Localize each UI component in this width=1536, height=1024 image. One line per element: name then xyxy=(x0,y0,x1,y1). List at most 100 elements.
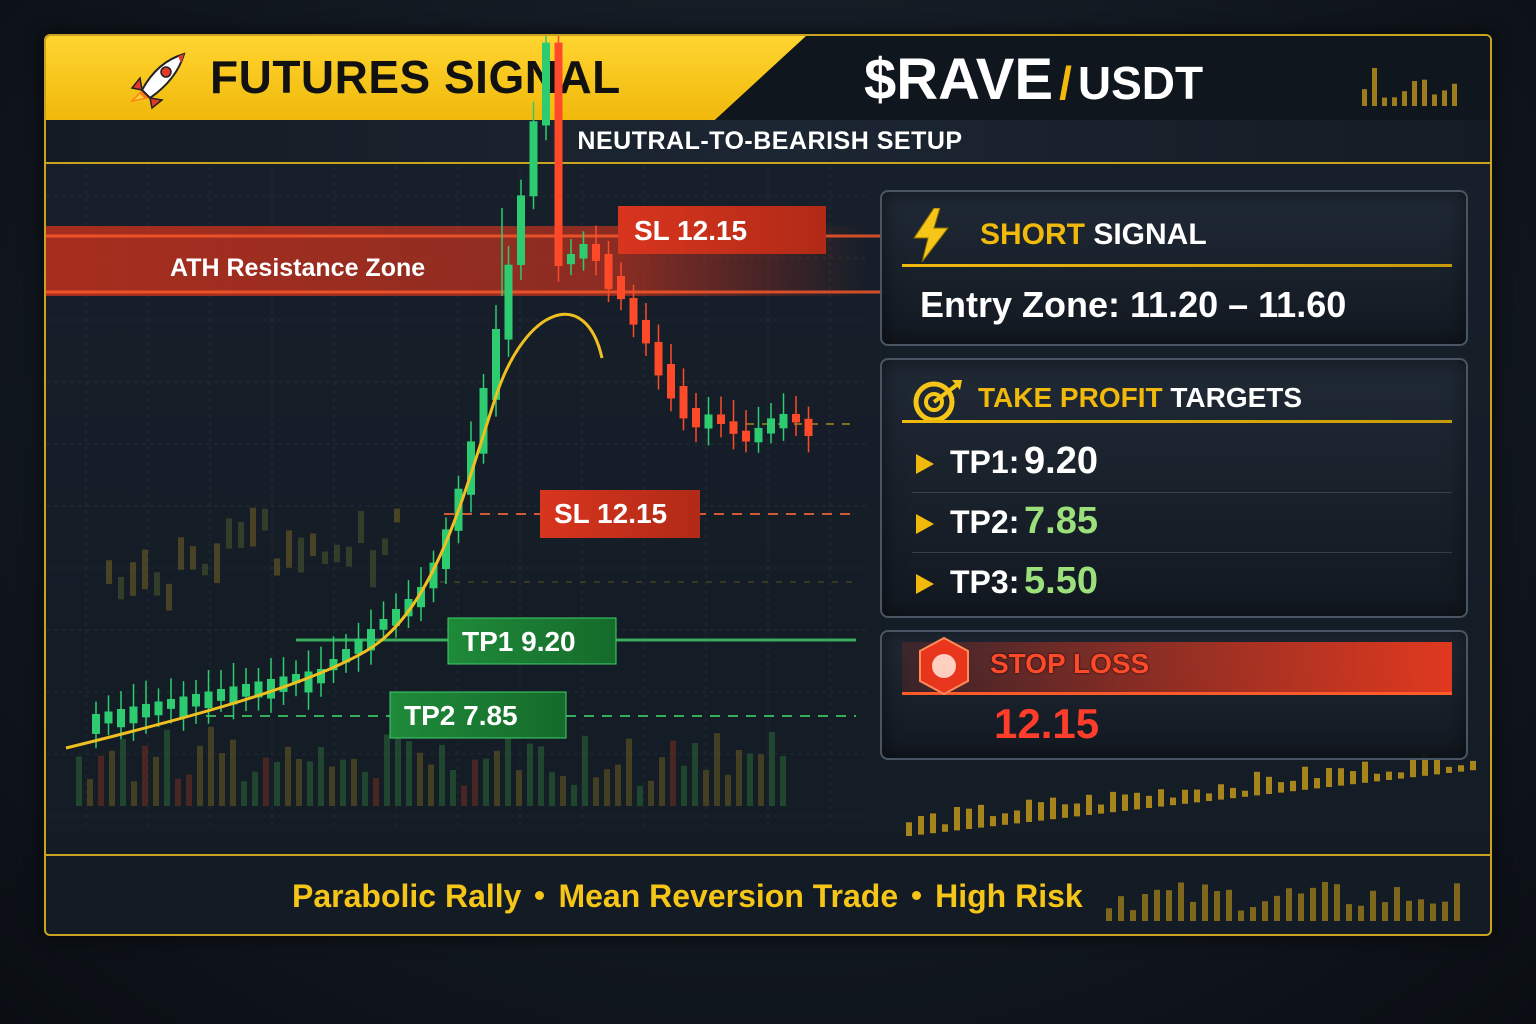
candle-body xyxy=(592,244,600,261)
tp1-target-label: TP1: xyxy=(950,444,1020,480)
candle-body xyxy=(367,629,375,651)
bg-candle xyxy=(1206,793,1212,801)
candle-body xyxy=(642,320,650,344)
bg-candle xyxy=(1442,901,1448,921)
bg-candle xyxy=(1242,790,1248,797)
volume-bar xyxy=(780,756,786,806)
bg-candle xyxy=(1386,771,1392,780)
bg-candle xyxy=(1412,81,1417,106)
volume-bar xyxy=(263,757,269,806)
volume-bar xyxy=(681,765,687,806)
bg-candle xyxy=(1458,765,1464,772)
setup-bar: NEUTRAL-TO-BEARISH SETUP xyxy=(46,120,1490,164)
volume-bar xyxy=(164,729,170,806)
bg-candle xyxy=(1278,782,1284,793)
candle-body xyxy=(479,388,488,454)
volume-bar xyxy=(593,777,599,806)
bg-candle xyxy=(394,508,400,523)
candle-body xyxy=(442,529,450,570)
lightning-icon xyxy=(913,208,950,262)
bg-candle xyxy=(1002,813,1008,825)
volume-bar xyxy=(582,736,588,806)
bg-candle xyxy=(1122,794,1128,811)
bg-candle xyxy=(1302,766,1308,790)
volume-bar xyxy=(252,771,258,806)
volume-bar xyxy=(395,730,401,806)
candle-body xyxy=(779,414,788,429)
bg-candle xyxy=(1062,804,1068,818)
volume-bar xyxy=(516,770,522,806)
arrow-right-icon xyxy=(916,514,934,534)
volume-bar xyxy=(208,726,214,806)
candle-body xyxy=(767,418,775,434)
bg-candle xyxy=(1410,757,1416,778)
bg-candle xyxy=(1158,789,1164,807)
bg-candle xyxy=(1446,766,1452,773)
bg-candle xyxy=(1452,83,1457,106)
bg-candle xyxy=(1326,767,1332,787)
bg-candle xyxy=(1442,90,1447,106)
bg-candle xyxy=(142,549,148,590)
candle-body xyxy=(492,329,500,400)
bg-candle xyxy=(1432,94,1437,106)
volume-bar xyxy=(120,739,126,806)
candle-body xyxy=(142,704,150,718)
bg-candle xyxy=(1250,907,1256,921)
bg-candle xyxy=(1434,756,1440,775)
bg-candle xyxy=(118,576,124,600)
tp2-target-value: 7.85 xyxy=(1024,500,1098,542)
tp3-target-value: 5.50 xyxy=(1024,560,1098,602)
arrow-right-icon xyxy=(916,454,934,474)
bg-candle xyxy=(1394,887,1400,921)
tp2-tag xyxy=(389,691,567,739)
volume-bar xyxy=(692,742,698,806)
bg-candle xyxy=(1372,68,1377,106)
right-background-candles xyxy=(906,68,1476,921)
candle-body xyxy=(704,414,713,429)
volume-bar xyxy=(505,738,511,806)
candle-body xyxy=(279,676,288,692)
bg-candle xyxy=(1142,894,1148,921)
bg-candle xyxy=(1350,771,1356,785)
bg-candle xyxy=(1106,908,1112,921)
candle-body xyxy=(654,342,663,376)
candle-body xyxy=(204,691,213,709)
candle-body xyxy=(129,706,138,724)
volume-bar xyxy=(604,769,610,806)
bg-candle xyxy=(1190,901,1196,921)
bg-candle xyxy=(1298,893,1304,921)
tp1-tag xyxy=(447,617,617,665)
bg-candle xyxy=(1398,772,1404,779)
bg-candle xyxy=(358,510,364,544)
volume-bar xyxy=(274,761,280,806)
candle-body xyxy=(317,669,325,684)
candle-body xyxy=(604,254,613,290)
bullet-icon xyxy=(912,891,922,901)
bg-candle xyxy=(918,815,924,835)
candle-body xyxy=(304,671,313,693)
volume-bar xyxy=(450,769,456,806)
volume-bar xyxy=(549,772,555,806)
volume-bar xyxy=(373,778,379,806)
candle-body xyxy=(229,686,238,705)
volume-bar xyxy=(472,759,478,806)
short-signal-panel: SHORT SIGNAL Entry Zone: 11.20 – 11.60 xyxy=(880,190,1468,346)
volume-bar xyxy=(230,739,236,806)
tp1-label: TP1 9.20 xyxy=(462,626,576,657)
volume-bar xyxy=(659,757,665,806)
stop-loss-title: STOP LOSS xyxy=(990,648,1150,679)
header: FUTURES SIGNAL $RAVE / USDT xyxy=(46,36,1490,120)
bg-candle xyxy=(1266,776,1272,794)
bg-candle xyxy=(1362,761,1368,783)
bg-candle xyxy=(202,563,208,576)
divider xyxy=(902,420,1452,423)
candle-body xyxy=(467,441,475,495)
candle-body xyxy=(804,418,813,437)
volume-bar xyxy=(736,749,742,806)
volume-bar xyxy=(153,756,159,806)
bg-candle xyxy=(1130,910,1136,921)
bg-candle xyxy=(1178,882,1184,921)
volume-bar xyxy=(285,746,291,806)
candle-body xyxy=(192,694,200,707)
volume-bar xyxy=(329,766,335,806)
